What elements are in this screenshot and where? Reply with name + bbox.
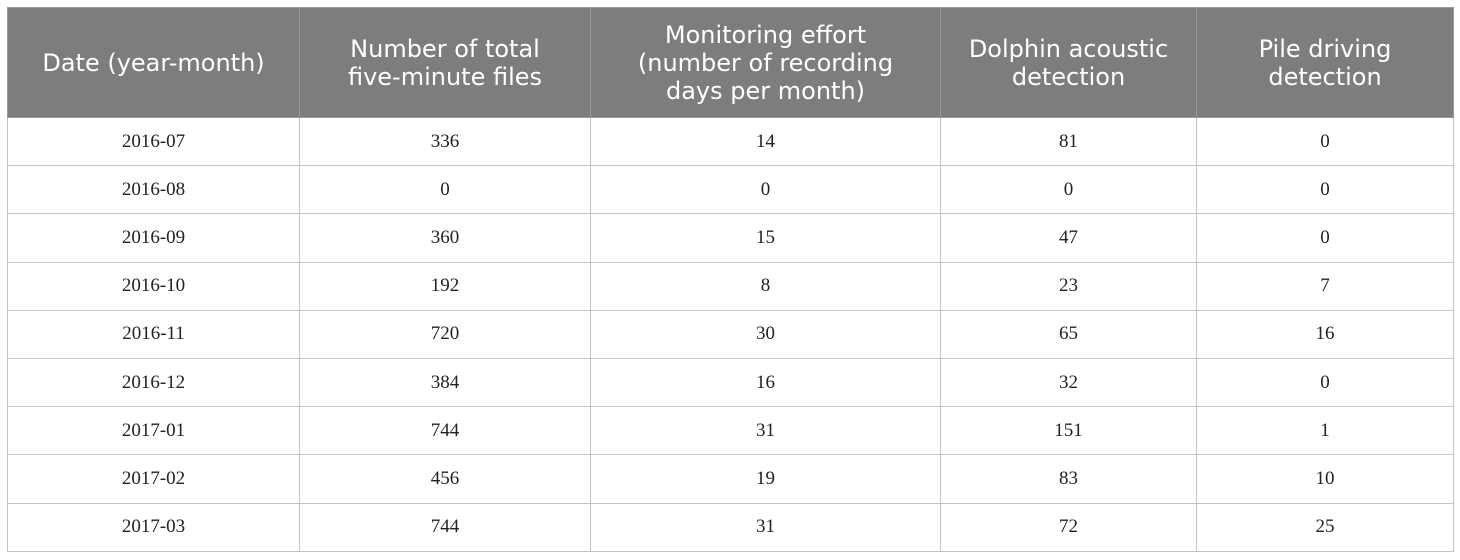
header-monitoring-effort-line-3: days per month) [665, 76, 866, 105]
date-cell: 2017-01 [7, 406, 300, 456]
header-pile-driving-line-2: detection [1268, 62, 1382, 91]
header-date-line-1: Date (year-month) [42, 48, 265, 77]
header-pile-driving: Pile driving detection [1196, 7, 1454, 118]
monitoring-effort-cell: 16 [590, 357, 941, 408]
date-cell: 2016-11 [7, 309, 300, 359]
monitoring-effort-cell: 8 [590, 261, 941, 311]
header-monitoring-effort-line-2: (number of recording [637, 48, 894, 77]
pile-driving-cell: 0 [1196, 116, 1454, 167]
table-row: 2016-11 720 30 65 16 [7, 309, 1454, 359]
total-files-cell: 0 [299, 165, 591, 215]
table-row: 2016-09 360 15 47 0 [7, 213, 1454, 263]
header-total-files-line-1: Number of total [350, 34, 540, 63]
pile-driving-cell: 0 [1196, 213, 1454, 263]
date-cell: 2016-08 [7, 165, 300, 215]
dolphin-detection-cell: 83 [940, 454, 1197, 504]
monitoring-effort-cell: 19 [590, 454, 941, 504]
pile-driving-cell: 0 [1196, 165, 1454, 215]
dolphin-detection-cell: 23 [940, 261, 1197, 311]
header-dolphin-detection-line-1: Dolphin acoustic [968, 34, 1169, 63]
total-files-cell: 744 [299, 502, 591, 552]
pile-driving-cell: 10 [1196, 454, 1454, 504]
total-files-cell: 744 [299, 406, 591, 456]
monitoring-effort-cell: 30 [590, 309, 941, 359]
header-row: Date (year-month) Number of total five-m… [7, 7, 1454, 118]
total-files-cell: 192 [299, 261, 591, 311]
header-pile-driving-line-1: Pile driving [1258, 34, 1392, 63]
pile-driving-cell: 1 [1196, 406, 1454, 456]
table-row: 2016-07 336 14 81 0 [7, 116, 1454, 167]
dolphin-detection-cell: 72 [940, 502, 1197, 552]
header-monitoring-effort: Monitoring effort (number of recording d… [590, 7, 941, 118]
dolphin-detection-cell: 151 [940, 406, 1197, 456]
pile-driving-cell: 0 [1196, 357, 1454, 408]
table-row: 2017-02 456 19 83 10 [7, 454, 1454, 504]
dolphin-detection-cell: 32 [940, 357, 1197, 408]
header-total-files-line-2: five-minute files [347, 62, 543, 91]
header-monitoring-effort-line-1: Monitoring effort [664, 20, 867, 49]
date-cell: 2016-09 [7, 213, 300, 263]
pile-driving-cell: 7 [1196, 261, 1454, 311]
table-row: 2016-08 0 0 0 0 [7, 165, 1454, 215]
table-row: 2017-01 744 31 151 1 [7, 406, 1454, 456]
date-cell: 2016-07 [7, 116, 300, 167]
monitoring-effort-cell: 31 [590, 502, 941, 552]
date-cell: 2016-12 [7, 357, 300, 408]
total-files-cell: 360 [299, 213, 591, 263]
table-body: 2016-07 336 14 81 0 2016-08 0 0 0 0 2016-09 360 15 47… [7, 116, 1454, 552]
header-dolphin-detection-line-2: detection [1011, 62, 1126, 91]
table-header: Date (year-month) Number of total five-m… [7, 7, 1454, 118]
dolphin-detection-cell: 0 [940, 165, 1197, 215]
table-row: 2016-10 192 8 23 7 [7, 261, 1454, 311]
monitoring-effort-cell: 31 [590, 406, 941, 456]
pile-driving-cell: 25 [1196, 502, 1454, 552]
dolphin-detection-cell: 65 [940, 309, 1197, 359]
header-total-files: Number of total five-minute files [299, 7, 591, 118]
total-files-cell: 720 [299, 309, 591, 359]
dolphin-detection-cell: 47 [940, 213, 1197, 263]
date-cell: 2017-02 [7, 454, 300, 504]
monitoring-effort-cell: 14 [590, 116, 941, 167]
table-row: 2016-12 384 16 32 0 [7, 357, 1454, 408]
table-row: 2017-03 744 31 72 25 [7, 502, 1454, 552]
total-files-cell: 336 [299, 116, 591, 167]
total-files-cell: 384 [299, 357, 591, 408]
total-files-cell: 456 [299, 454, 591, 504]
date-cell: 2016-10 [7, 261, 300, 311]
header-date: Date (year-month) [7, 7, 300, 118]
pile-driving-cell: 16 [1196, 309, 1454, 359]
date-cell: 2017-03 [7, 502, 300, 552]
data-table-container: Date (year-month) Number of total five-m… [7, 7, 1454, 552]
monitoring-effort-cell: 15 [590, 213, 941, 263]
monitoring-table: Date (year-month) Number of total five-m… [7, 7, 1454, 552]
monitoring-effort-cell: 0 [590, 165, 941, 215]
header-dolphin-detection: Dolphin acoustic detection [940, 7, 1197, 118]
dolphin-detection-cell: 81 [940, 116, 1197, 167]
